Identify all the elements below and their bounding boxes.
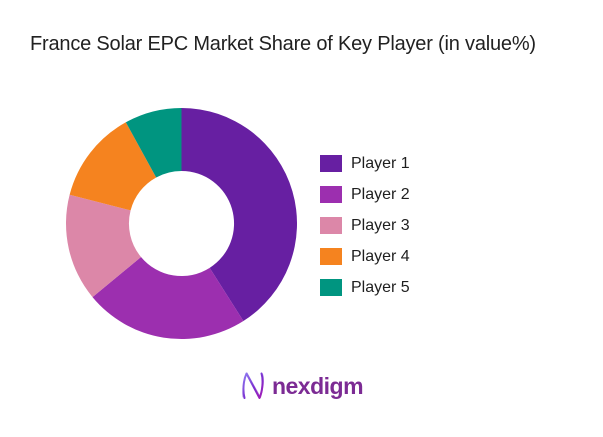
donut-slice-player-4 (69, 122, 157, 211)
legend-item-player-1: Player 1 (320, 155, 410, 172)
donut-slice-player-3 (66, 194, 142, 298)
brand-wordmark: nexdigm (271, 373, 364, 399)
chart-legend: Player 1 Player 2 Player 3 Player 4 Play… (320, 155, 410, 296)
legend-swatch-player-4 (320, 248, 342, 265)
nexdigm-n-mark-icon (240, 370, 266, 402)
legend-item-player-5: Player 5 (320, 279, 410, 296)
legend-label-player-5: Player 5 (351, 279, 410, 296)
legend-item-player-4: Player 4 (320, 248, 410, 265)
legend-item-player-3: Player 3 (320, 217, 410, 234)
legend-label-player-2: Player 2 (351, 186, 410, 203)
legend-swatch-player-3 (320, 217, 342, 234)
legend-item-player-2: Player 2 (320, 186, 410, 203)
legend-label-player-3: Player 3 (351, 217, 410, 234)
legend-label-player-4: Player 4 (351, 248, 410, 265)
legend-swatch-player-1 (320, 155, 342, 172)
donut-svg (66, 108, 297, 339)
donut-slice-player-5 (125, 108, 182, 178)
brand-footer: nexdigm (0, 369, 603, 403)
legend-swatch-player-2 (320, 186, 342, 203)
chart-title: France Solar EPC Market Share of Key Pla… (30, 33, 536, 55)
legend-swatch-player-5 (320, 279, 342, 296)
donut-slice-player-1 (181, 108, 297, 322)
donut-slice-player-2 (92, 257, 244, 339)
donut-chart (66, 108, 297, 339)
legend-label-player-1: Player 1 (351, 155, 410, 172)
